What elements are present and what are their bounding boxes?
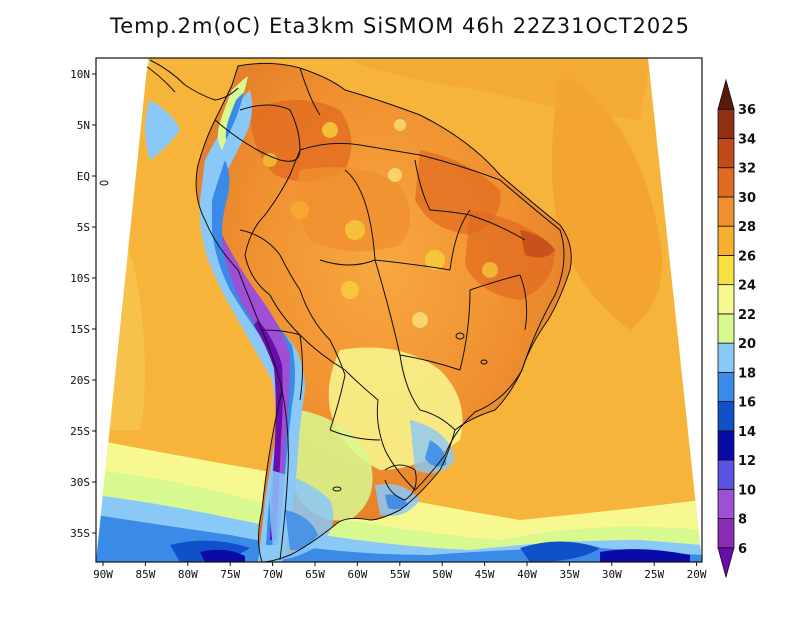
colorbar: 6 8 10 12 14 16 18 20 22 24 26 28 30 32 34 36: [717, 78, 756, 579]
latitude-tick-label: 5N: [77, 119, 90, 132]
longitude-tick-label: 90W: [93, 568, 113, 581]
colorbar-tick-label: 26: [738, 249, 756, 264]
longitude-tick-label: 75W: [220, 568, 240, 581]
longitude-tick-label: 30W: [602, 568, 622, 581]
latitude-axis: 10N 5N EQ 5S 10S 15S 20S 25S 30S 35S: [70, 68, 96, 540]
latitude-tick-label: 20S: [70, 374, 90, 387]
longitude-axis: 90W 85W 80W 75W 70W 65W 60W 55W 50W 45W 40W 35W 30W 2…: [93, 562, 707, 581]
colorbar-tick-label: 24: [738, 279, 756, 294]
latitude-tick-label: 25S: [70, 425, 90, 438]
colorbar-tick-label: 22: [738, 308, 756, 323]
latitude-tick-label: 35S: [70, 527, 90, 540]
colorbar-swatch: [717, 167, 735, 198]
colorbar-tick-label: 14: [738, 425, 756, 440]
longitude-tick-label: 55W: [390, 568, 410, 581]
colorbar-swatch: [717, 255, 735, 286]
colorbar-tick-label: 32: [738, 162, 756, 177]
colorbar-swatch: [717, 371, 735, 402]
coastal-details: [99, 180, 488, 492]
latitude-tick-label: 5S: [77, 221, 90, 234]
colorbar-tick-label: 36: [738, 103, 756, 118]
latitude-tick-label: EQ: [77, 170, 90, 183]
colorbar-swatch: [717, 401, 735, 432]
longitude-tick-label: 25W: [644, 568, 664, 581]
longitude-tick-label: 85W: [135, 568, 155, 581]
latitude-tick-label: 15S: [70, 323, 90, 336]
latitude-tick-label: 10N: [70, 68, 90, 81]
colorbar-swatch: [717, 78, 735, 110]
plot-frame: [95, 57, 703, 563]
colorbar-swatch: [717, 488, 735, 519]
colorbar-tick-label: 18: [738, 366, 756, 381]
colorbar-swatch: [717, 430, 735, 461]
temperature-field: [96, 58, 702, 562]
colorbar-swatch: [717, 138, 735, 169]
longitude-tick-label: 80W: [178, 568, 198, 581]
colorbar-tick-label: 28: [738, 220, 756, 235]
colorbar-swatch: [717, 284, 735, 315]
colorbar-tick-label: 16: [738, 396, 756, 411]
longitude-tick-label: 40W: [517, 568, 537, 581]
longitude-tick-label: 35W: [559, 568, 579, 581]
colorbar-tick-label: 30: [738, 191, 756, 206]
colorbar-swatch: [717, 313, 735, 344]
longitude-tick-label: 65W: [305, 568, 325, 581]
colorbar-swatch: [717, 547, 735, 579]
colorbar-tick-label: 8: [738, 513, 747, 528]
colorbar-swatch: [717, 459, 735, 490]
longitude-tick-label: 50W: [432, 568, 452, 581]
colorbar-tick-label: 6: [738, 542, 747, 557]
colorbar-tick-label: 12: [738, 454, 756, 469]
latitude-tick-label: 10S: [70, 272, 90, 285]
map-title: Temp.2m(oC) Eta3km SiSMOM 46h 22Z31OCT20…: [110, 14, 690, 38]
political-borders: [139, 59, 572, 562]
longitude-tick-label: 60W: [347, 568, 367, 581]
colorbar-tick-label: 20: [738, 337, 756, 352]
latitude-tick-label: 30S: [70, 476, 90, 489]
longitude-tick-label: 20W: [687, 568, 707, 581]
colorbar-tick-label: 10: [738, 483, 756, 498]
colorbar-swatch: [717, 342, 735, 373]
longitude-tick-label: 45W: [475, 568, 495, 581]
colorbar-swatch: [717, 225, 735, 256]
colorbar-swatch: [717, 196, 735, 227]
colorbar-swatch: [717, 518, 735, 549]
colorbar-swatch: [717, 108, 735, 139]
longitude-tick-label: 70W: [263, 568, 283, 581]
colorbar-tick-label: 34: [738, 132, 756, 147]
